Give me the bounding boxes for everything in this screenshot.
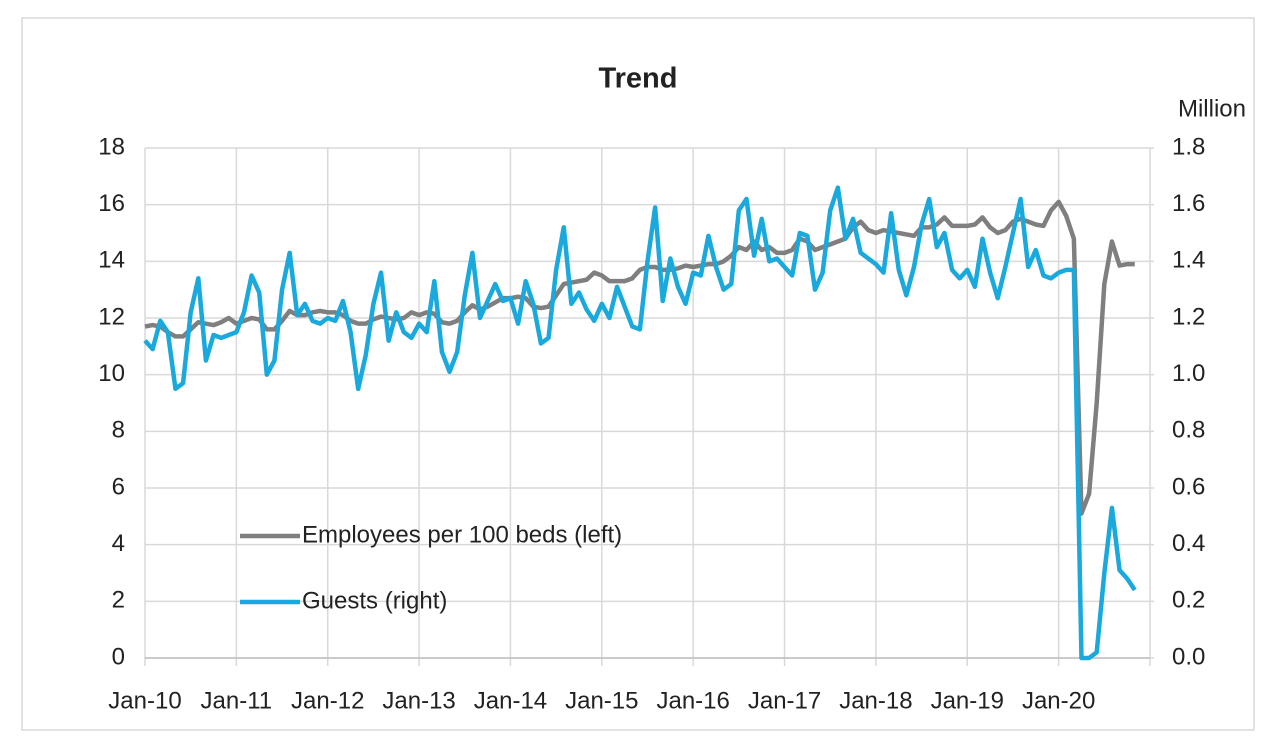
- y2-tick-label: 1.6: [1172, 190, 1205, 217]
- y2-tick-label: 0.0: [1172, 643, 1205, 670]
- series-line: [143, 185, 1137, 661]
- legend-label: Employees per 100 beds (left): [302, 521, 622, 548]
- y-tick-label: 6: [112, 473, 125, 500]
- y-tick-label: 4: [112, 530, 125, 557]
- y-tick-label: 14: [98, 247, 125, 274]
- y2-tick-label: 0.8: [1172, 417, 1205, 444]
- x-tick-label: Jan-18: [839, 687, 912, 714]
- y-tick-label: 2: [112, 587, 125, 614]
- y-tick-label: 16: [98, 190, 125, 217]
- chart-title: Trend: [599, 63, 678, 95]
- x-tick-label: Jan-11: [201, 687, 273, 714]
- x-tick-label: Jan-13: [382, 687, 455, 714]
- y2-tick-label: 1.0: [1172, 360, 1205, 387]
- x-tick-label: Jan-16: [656, 687, 729, 714]
- x-tick-label: Jan-12: [291, 687, 364, 714]
- y2-tick-label: 0.6: [1172, 473, 1205, 500]
- y2-tick-label: 0.4: [1172, 530, 1205, 557]
- x-tick-label: Jan-10: [108, 687, 181, 714]
- y-tick-label: 0: [112, 643, 125, 670]
- y-tick-label: 8: [112, 417, 125, 444]
- y2-tick-label: 1.2: [1172, 303, 1205, 330]
- legend-label: Guests (right): [302, 587, 447, 614]
- y2-tick-label: 1.4: [1172, 247, 1205, 274]
- x-tick-label: Jan-15: [565, 687, 638, 714]
- x-tick-label: Jan-19: [931, 687, 1004, 714]
- y-tick-label: 12: [98, 303, 125, 330]
- x-tick-label: Jan-17: [748, 687, 821, 714]
- y2-tick-label: 1.8: [1172, 133, 1205, 160]
- y-tick-label: 10: [98, 360, 125, 387]
- x-tick-label: Jan-14: [474, 687, 547, 714]
- y-tick-label: 18: [98, 133, 125, 160]
- y2-axis-label: Million: [1178, 95, 1246, 122]
- x-tick-label: Jan-20: [1022, 687, 1095, 714]
- y2-tick-label: 0.2: [1172, 587, 1205, 614]
